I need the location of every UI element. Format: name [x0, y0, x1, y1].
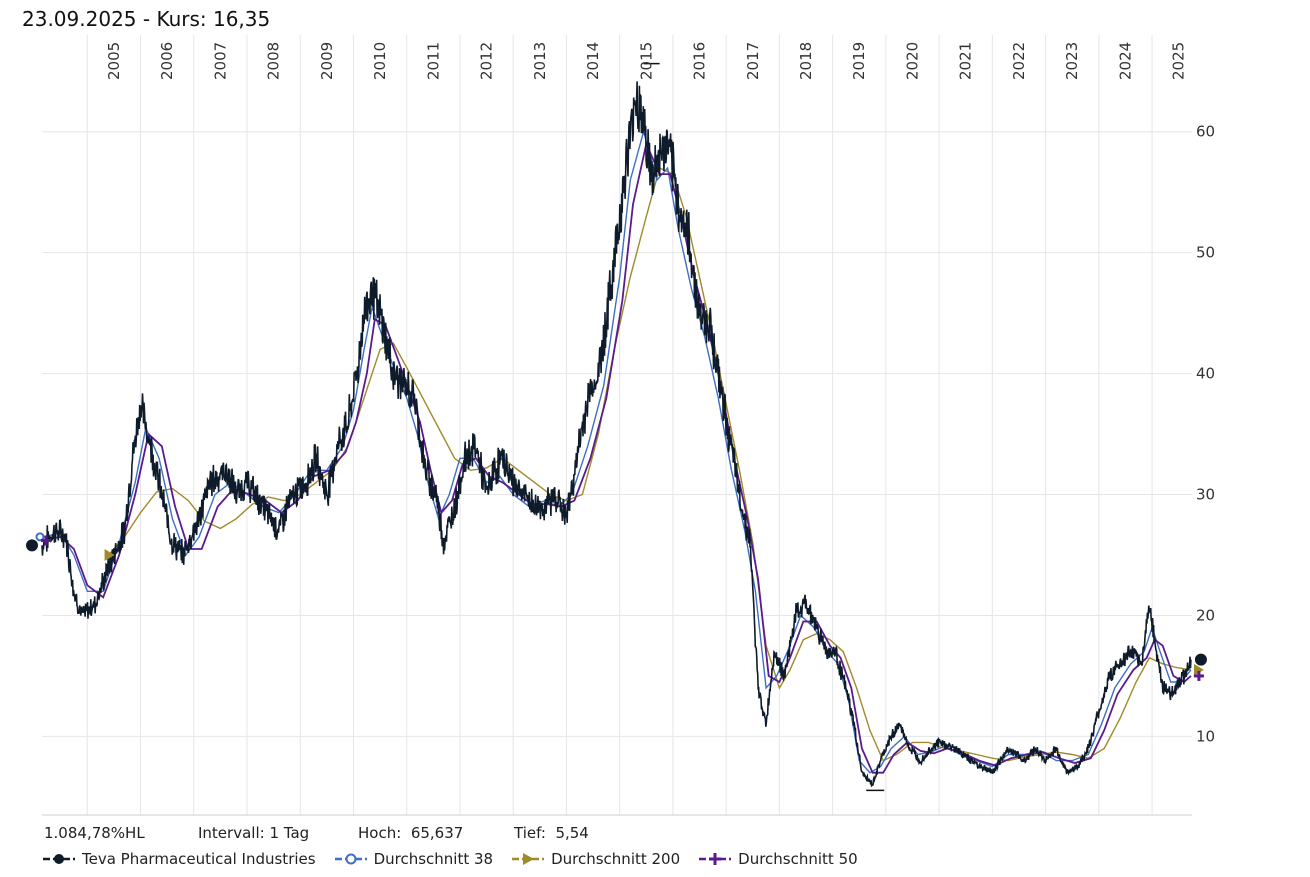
series-layer	[41, 81, 1192, 788]
start-marker-avg38	[35, 532, 45, 542]
x-tick-label: 2022	[1010, 42, 1028, 80]
stat-interval-label: Intervall:	[198, 824, 265, 842]
x-tick-label: 2006	[158, 42, 176, 80]
y-tick-label: 20	[1196, 606, 1215, 624]
start-marker-price	[26, 539, 38, 552]
x-tick-label: 2021	[957, 42, 975, 80]
x-tick-label: 2007	[211, 42, 229, 80]
x-tick-label: 2005	[105, 42, 123, 80]
tick-label-layer: 2005 2006 2007 2008 2009 2010 2011 2012 2013 2014…	[105, 42, 1215, 746]
legend-line-diamond-icon	[334, 853, 367, 865]
legend-label: Durchschnitt 38	[373, 850, 494, 868]
stat-low: Tief: 5,54	[514, 824, 589, 842]
y-tick-label: 10	[1196, 727, 1215, 745]
x-tick-label: 2008	[265, 42, 283, 80]
x-tick-label: 2015	[637, 42, 655, 80]
start-marker-avg200	[104, 549, 115, 561]
legend-label: Teva Pharmaceutical Industries	[82, 850, 316, 868]
legend-item-avg200[interactable]: Durchschnitt 200	[511, 850, 680, 868]
end-marker-price	[1194, 653, 1207, 666]
y-tick-label: 40	[1196, 365, 1215, 383]
x-tick-label: 2012	[478, 42, 496, 80]
x-tick-label: 2018	[797, 42, 815, 80]
stat-high: Hoch: 65,637	[358, 824, 463, 842]
x-tick-label: 2019	[850, 42, 868, 80]
annotation-layer	[26, 62, 1207, 792]
stat-high-value: 65,637	[410, 824, 464, 842]
header-title: 23.09.2025 - Kurs: 16,35	[22, 7, 270, 31]
x-tick-label: 2009	[318, 42, 336, 80]
stat-low-label: Tief:	[514, 824, 546, 842]
x-tick-label: 2013	[531, 42, 549, 80]
legend-item-avg38[interactable]: Durchschnitt 38	[334, 850, 494, 868]
y-tick-label: 50	[1196, 244, 1215, 262]
legend-item-avg50[interactable]: Durchschnitt 50	[698, 850, 858, 868]
y-tick-label: 30	[1196, 486, 1215, 504]
legend-label: Durchschnitt 50	[738, 850, 858, 868]
legend-line-circle-icon	[43, 854, 75, 864]
legend-line-triangle-icon	[512, 853, 545, 865]
x-tick-label: 2024	[1116, 42, 1134, 80]
stat-high-label: Hoch:	[358, 824, 402, 842]
end-marker-avg200	[1193, 663, 1204, 676]
x-tick-label: 2020	[903, 42, 921, 80]
stat-interval: Intervall: 1 Tag	[198, 824, 309, 842]
grid-layer	[42, 35, 1192, 816]
legend-line-plus-icon	[699, 853, 732, 865]
x-tick-label: 2017	[744, 42, 762, 80]
stat-interval-value: 1 Tag	[269, 824, 310, 842]
x-tick-label: 2023	[1063, 42, 1081, 80]
header-price: 16,35	[212, 7, 271, 31]
header-date: 23.09.2025	[22, 7, 137, 31]
x-tick-label: 2011	[424, 42, 442, 80]
x-tick-label: 2016	[691, 42, 709, 80]
x-tick-label: 2025	[1170, 42, 1188, 80]
legend-item-teva[interactable]: Teva Pharmaceutical Industries	[42, 850, 316, 868]
x-tick-label: 2010	[371, 42, 389, 80]
legend-label: Durchschnitt 200	[551, 850, 681, 868]
y-tick-label: 60	[1196, 123, 1215, 141]
x-tick-label: 2014	[584, 42, 602, 80]
series-teva-line	[41, 81, 1192, 788]
series-avg50-line	[108, 167, 1192, 762]
header-separator: - Kurs:	[136, 7, 213, 31]
stat-low-value: 5,54	[555, 824, 589, 842]
legend: Teva Pharmaceutical Industries Durchschn…	[42, 850, 858, 868]
stat-performance: 1.084,78%HL	[44, 824, 145, 842]
